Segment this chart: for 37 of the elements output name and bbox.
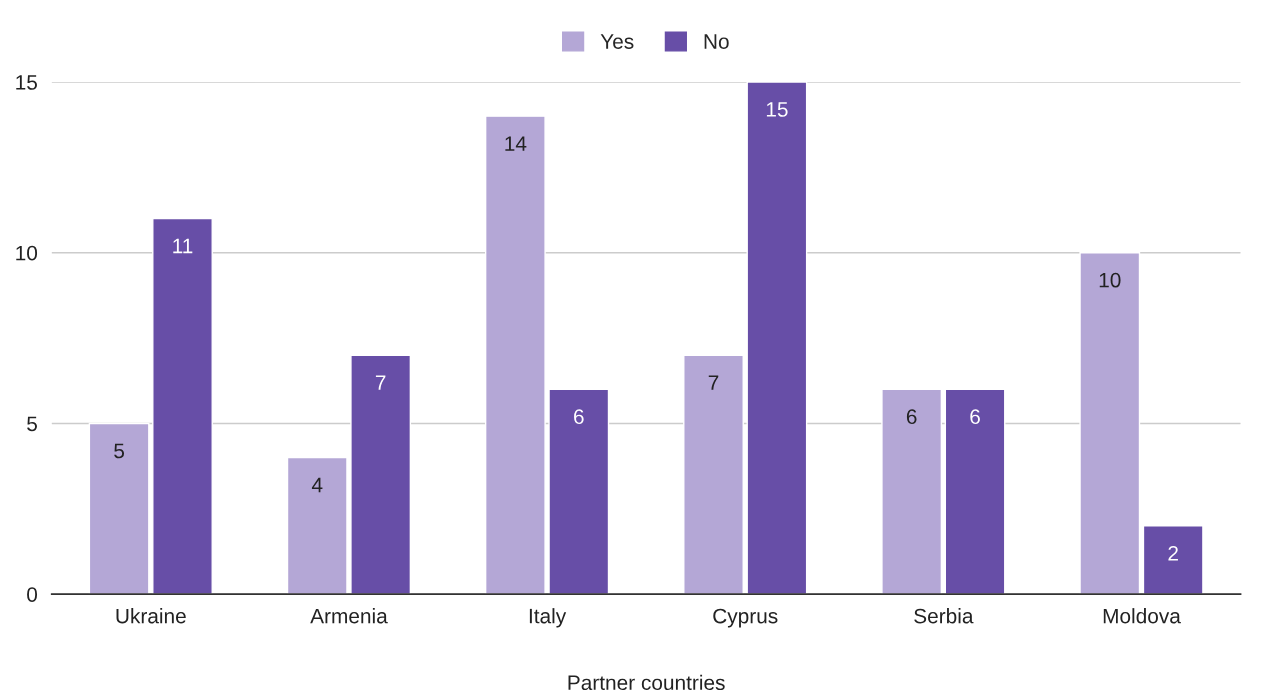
data-label: 7: [375, 375, 386, 390]
x-tick-label: Moldova: [1103, 608, 1181, 624]
bar: [88, 422, 150, 595]
x-tick-label: Armenia: [310, 608, 388, 624]
data-label: 10: [1099, 272, 1121, 288]
bar: [881, 388, 943, 595]
data-label: 5: [114, 443, 125, 459]
y-tick-label: 10: [16, 245, 38, 261]
x-axis-title: Partner countries: [568, 674, 725, 691]
data-label: 14: [505, 136, 527, 151]
data-label: 6: [970, 409, 980, 425]
data-label: 2: [1168, 545, 1178, 561]
x-tick-label: Cyprus: [713, 608, 778, 628]
data-label: 4: [311, 477, 323, 493]
y-tick-label: 5: [27, 416, 37, 432]
x-tick-label: Serbia: [914, 608, 974, 624]
x-tick-label: Ukraine: [116, 608, 186, 624]
data-label: 6: [574, 409, 584, 425]
bar: [944, 388, 1006, 595]
bar: [286, 456, 348, 595]
bar: [746, 82, 808, 595]
bar: [1079, 252, 1141, 595]
data-label: 7: [708, 375, 719, 390]
data-label: 15: [766, 102, 788, 117]
x-tick-label: Italy: [529, 608, 567, 628]
data-label: 11: [173, 238, 193, 254]
bar: [548, 388, 610, 595]
bar: [152, 217, 213, 595]
y-tick-label: 15: [16, 75, 37, 90]
data-label: 6: [906, 409, 917, 425]
y-tick-label: 0: [27, 587, 38, 602]
bar: [350, 354, 412, 595]
legend-label: No: [704, 34, 729, 49]
bar: [1142, 525, 1204, 595]
legend-label: Yes: [600, 34, 634, 49]
bar: [484, 115, 546, 595]
bar: [683, 354, 744, 595]
